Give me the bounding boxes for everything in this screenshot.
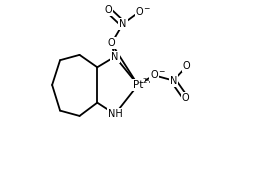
- Text: O: O: [150, 70, 158, 80]
- Text: N: N: [170, 76, 177, 85]
- Text: N: N: [111, 52, 119, 62]
- Text: O: O: [108, 38, 115, 48]
- Text: −: −: [144, 4, 150, 13]
- Text: −: −: [158, 67, 164, 76]
- Text: O: O: [136, 7, 144, 16]
- Text: O: O: [182, 93, 190, 103]
- Text: N: N: [119, 19, 127, 29]
- Text: 2+: 2+: [142, 78, 153, 84]
- Text: O: O: [183, 61, 191, 71]
- Text: O: O: [104, 5, 112, 15]
- Text: Pt: Pt: [133, 80, 143, 90]
- Text: NH: NH: [108, 109, 122, 119]
